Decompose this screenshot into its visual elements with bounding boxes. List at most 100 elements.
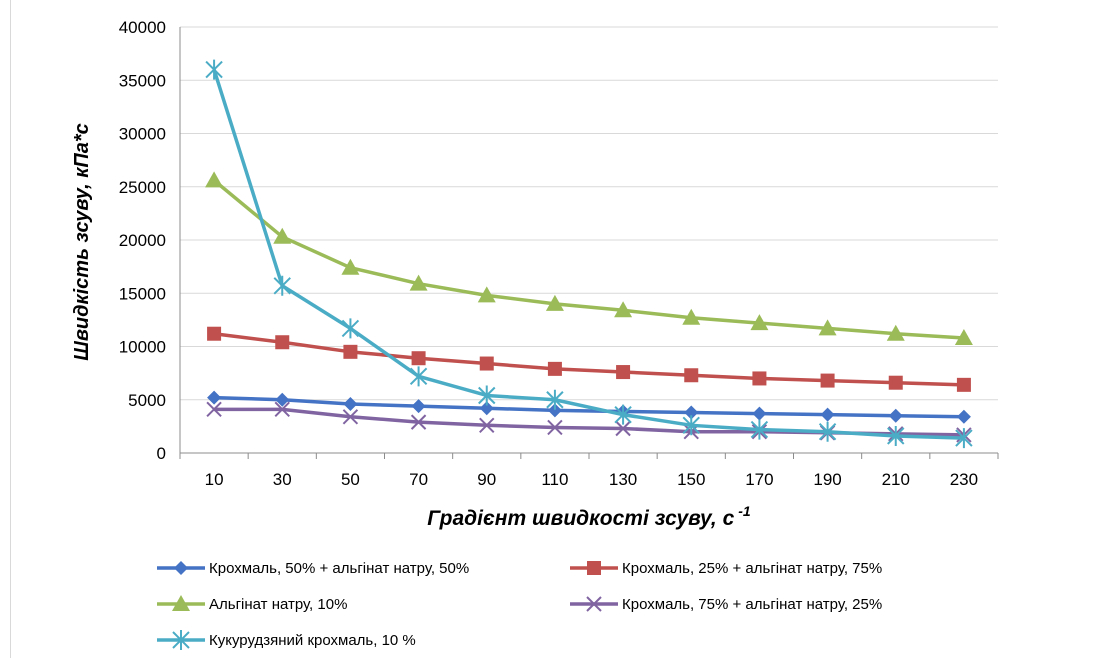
data-point: [954, 328, 973, 345]
data-point: [479, 356, 494, 371]
series-line: [214, 395, 964, 419]
data-point: [342, 409, 359, 425]
data-point: [275, 392, 290, 407]
data-point: [341, 318, 360, 339]
legend-label: Альгінат натру, 10%: [209, 596, 347, 613]
data-point: [614, 404, 632, 425]
x-tick-label: 30: [273, 470, 292, 489]
x-tick-label: 110: [541, 470, 568, 489]
y-tick-label: 15000: [119, 284, 166, 303]
x-axis-ticks: 10 30 50 70 90 110 130 150 170 190 210 230: [179, 453, 999, 489]
data-point: [205, 171, 224, 188]
x-tick-label: 150: [677, 470, 705, 489]
y-tick-label: 35000: [119, 71, 166, 90]
series-line: [212, 69, 964, 440]
y-tick-label: 25000: [119, 178, 166, 197]
series-line: [214, 407, 964, 437]
data-point: [343, 344, 358, 359]
y-axis-label: Швидкість зсуву, кПа*с: [71, 123, 93, 361]
legend-label: Крохмаль, 50% + альгінат натру, 50%: [209, 560, 469, 577]
y-tick-label: 5000: [128, 391, 166, 410]
data-point: [888, 408, 903, 423]
x-tick-label: 50: [341, 470, 360, 489]
data-point: [818, 421, 837, 442]
data-point: [547, 361, 562, 376]
data-point: [409, 366, 428, 387]
legend-label: Крохмаль, 75% + альгінат натру, 25%: [622, 596, 882, 613]
data-point: [206, 401, 222, 418]
x-axis-label-exponent: -1: [738, 503, 751, 519]
data-point: [750, 419, 769, 440]
data-point: [411, 399, 426, 414]
data-point: [410, 414, 427, 430]
y-tick-label: 40000: [119, 18, 166, 37]
data-point: [411, 351, 426, 366]
legend-item: Крохмаль, 75% + альгінат натру, 25%: [570, 596, 882, 613]
data-point: [478, 385, 496, 406]
legend-marker: [587, 561, 601, 575]
legend-marker: [172, 595, 190, 611]
data-point: [547, 419, 563, 436]
legend-label: Крохмаль, 25% + альгінат натру, 75%: [622, 560, 882, 577]
series-1: [207, 390, 971, 424]
data-point: [274, 401, 290, 418]
x-tick-label: 230: [950, 470, 978, 489]
legend-item: Альгінат натру, 10%: [157, 595, 347, 613]
data-point: [820, 373, 835, 388]
data-point: [818, 319, 837, 336]
data-point: [275, 335, 290, 350]
legend-item: Кукурудзяний крохмаль, 10 %: [157, 630, 416, 650]
y-tick-label: 0: [157, 444, 166, 463]
legend-marker: [586, 596, 602, 612]
legend-label: Кукурудзяний крохмаль, 10 %: [209, 632, 416, 649]
data-point: [409, 274, 428, 291]
data-point: [545, 294, 564, 311]
data-point: [682, 415, 700, 436]
x-tick-label: 90: [477, 470, 496, 489]
data-point: [888, 375, 903, 390]
data-point: [615, 420, 631, 437]
data-point: [616, 365, 631, 380]
data-point: [820, 407, 835, 422]
data-point: [547, 403, 562, 418]
data-point: [341, 258, 360, 275]
series-3: [205, 171, 973, 345]
data-point: [207, 390, 222, 405]
data-point: [205, 59, 223, 80]
data-point: [546, 389, 564, 410]
data-point: [752, 406, 767, 421]
data-point: [479, 401, 494, 416]
legend-item: Крохмаль, 50% + альгінат натру, 50%: [157, 560, 469, 577]
y-tick-label: 20000: [119, 231, 166, 250]
frame-border: [10, 0, 11, 658]
data-point: [273, 275, 291, 296]
series-group: [205, 59, 973, 449]
y-tick-label: 10000: [119, 338, 166, 357]
data-point: [955, 428, 973, 449]
x-tick-label: 210: [882, 470, 910, 489]
data-point: [887, 425, 905, 446]
x-tick-label: 10: [205, 470, 224, 489]
y-axis-ticks: 0 5000 10000 15000 20000 25000 30000 35000 40000: [119, 18, 166, 463]
data-point: [207, 326, 222, 341]
series-2: [207, 326, 971, 392]
data-point: [343, 397, 358, 412]
data-point: [477, 286, 496, 303]
data-point: [886, 324, 905, 341]
data-point: [479, 417, 495, 434]
x-axis-label: Градієнт швидкості зсуву, с -1: [427, 503, 751, 530]
grid: [179, 26, 998, 454]
legend-marker: [172, 630, 190, 650]
legend-item: Крохмаль, 25% + альгінат натру, 75%: [570, 560, 882, 577]
data-point: [752, 371, 767, 386]
data-point: [684, 405, 699, 420]
series-5: [205, 59, 973, 449]
data-point: [956, 377, 971, 392]
x-tick-label: 190: [813, 470, 841, 489]
data-point: [684, 368, 699, 383]
legend: Крохмаль, 50% + альгінат натру, 50% Крохм…: [157, 560, 882, 650]
data-point: [614, 301, 633, 318]
data-point: [750, 314, 769, 331]
data-point: [273, 227, 292, 244]
data-point: [682, 308, 701, 325]
